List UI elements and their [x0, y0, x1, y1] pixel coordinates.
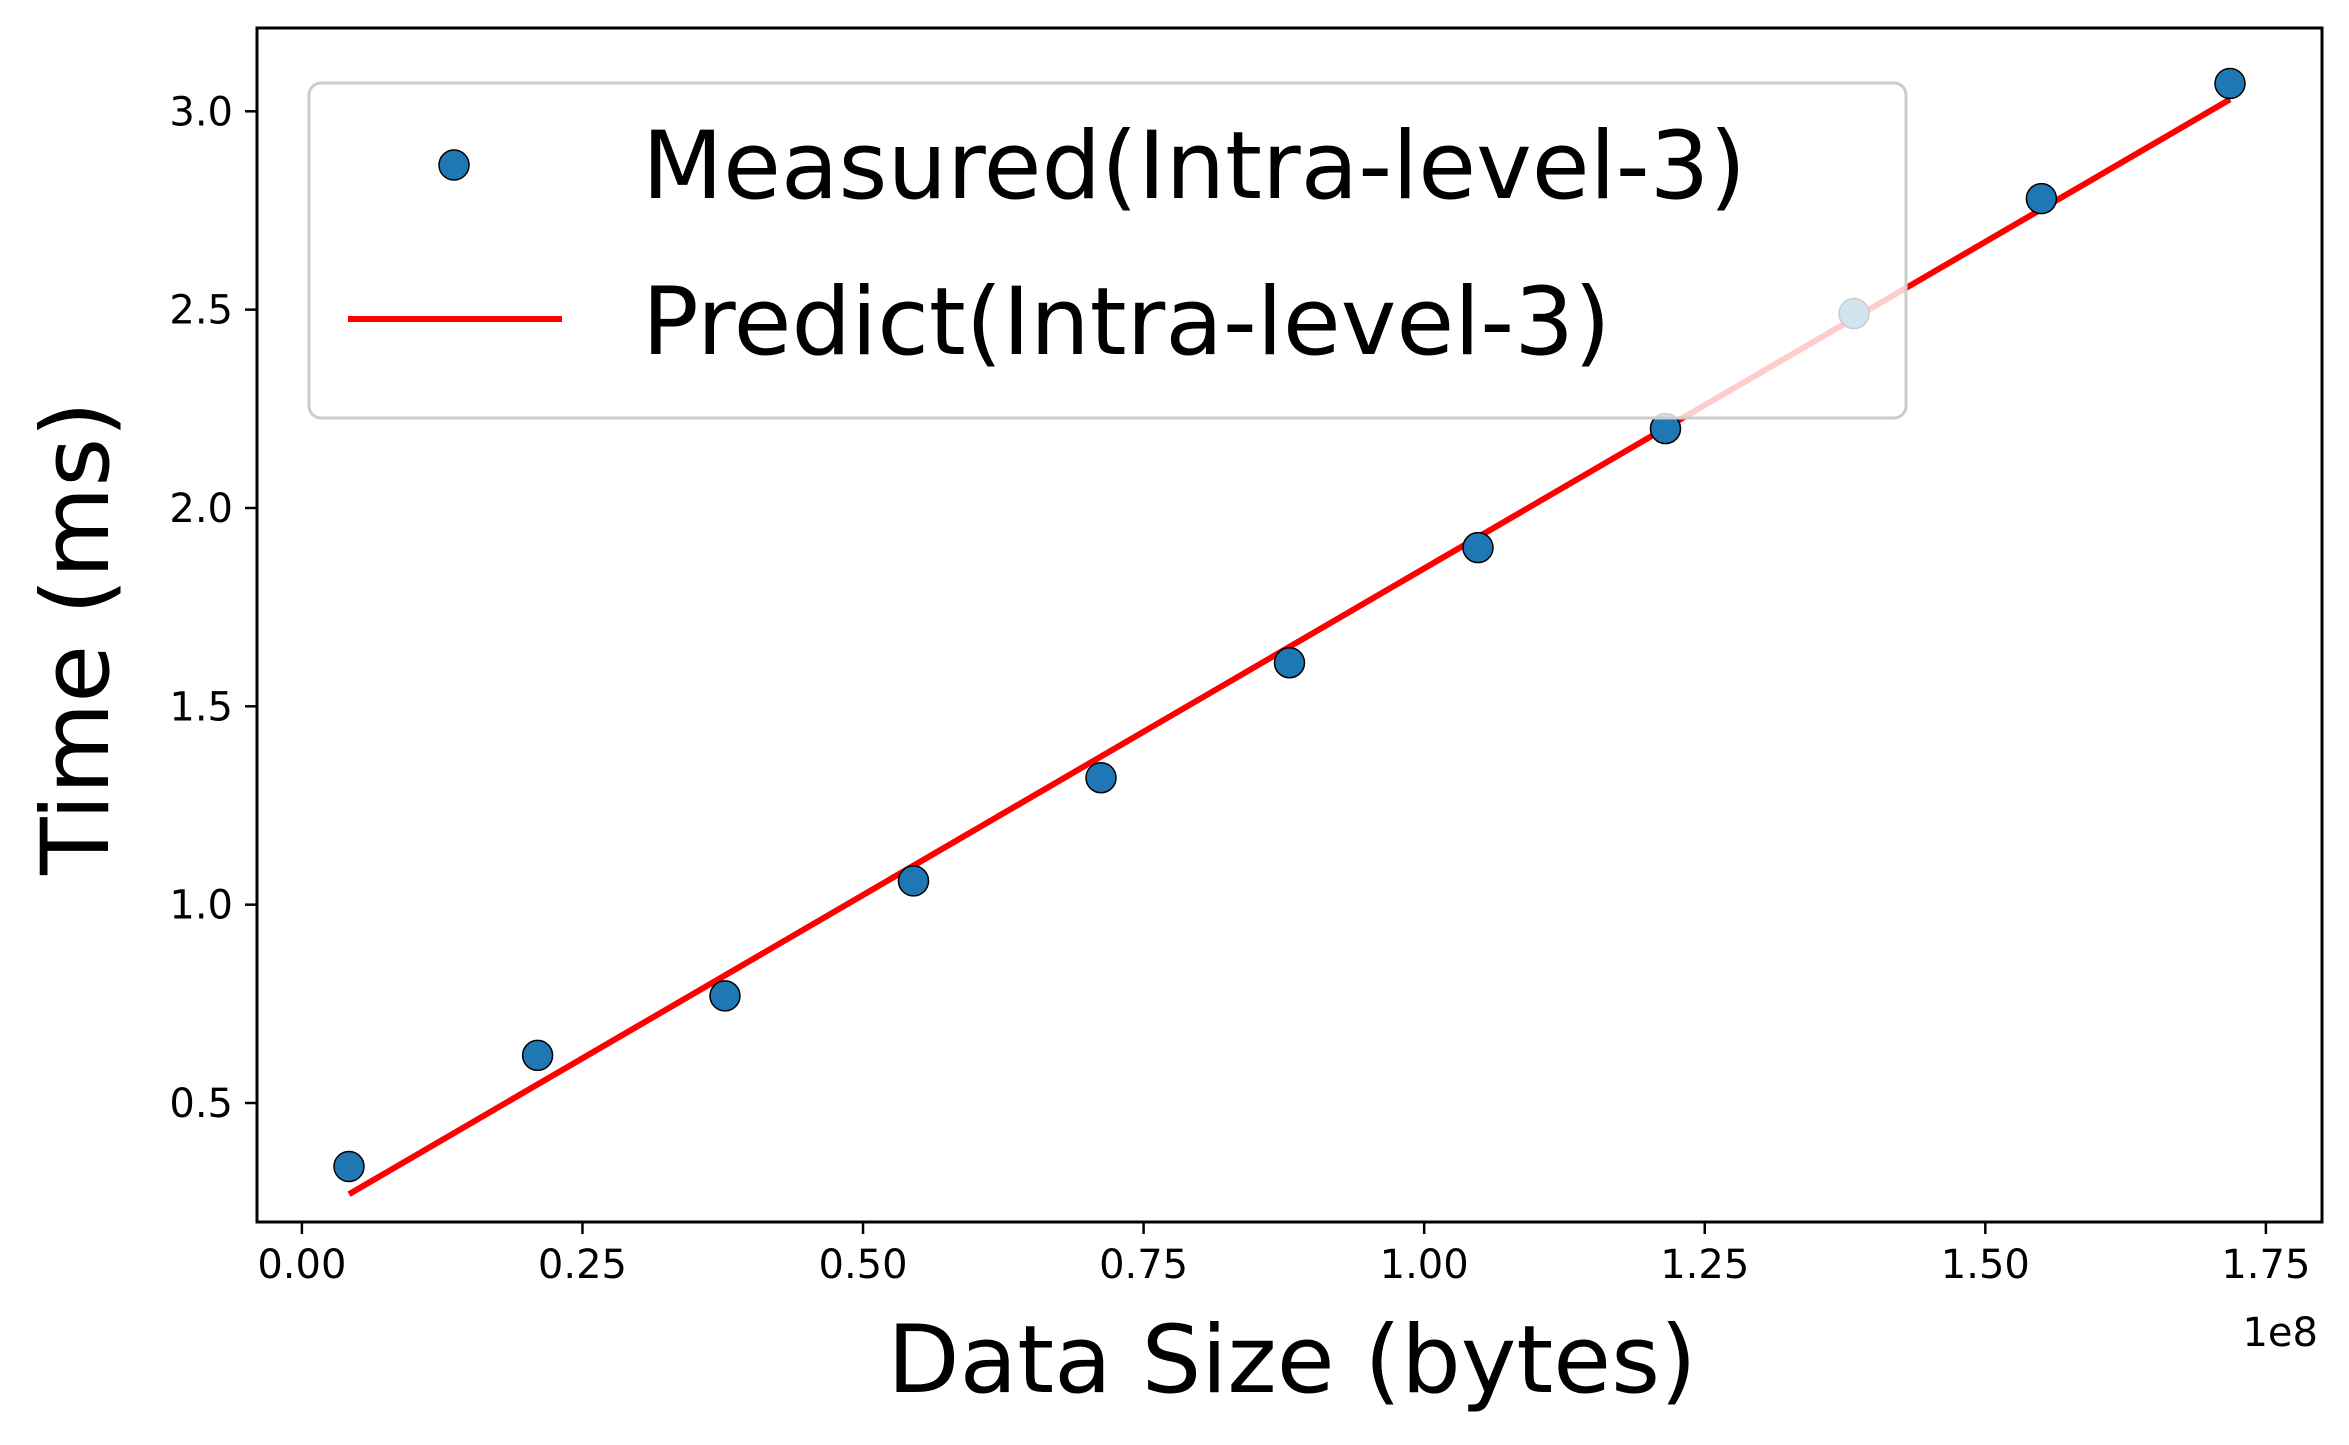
x-tick-label: 1.50 [1941, 1242, 2030, 1288]
measured-data-point [709, 980, 741, 1012]
x-axis-title: Data Size (bytes) [887, 1306, 1696, 1415]
legend-marker-measured [438, 149, 470, 181]
y-tick-label: 2.0 [169, 486, 233, 532]
predict-series-line [347, 96, 2232, 1197]
y-tick-label: 0.5 [169, 1081, 233, 1127]
x-tick-label: 0.00 [257, 1242, 346, 1288]
legend: Measured(Intra-level-3) Predict(Intra-lev… [307, 81, 1908, 420]
x-tick-label: 0.75 [1099, 1242, 1188, 1288]
y-tick-label: 1.0 [169, 883, 233, 929]
y-tick-label: 2.5 [169, 288, 233, 334]
measured-data-point [2025, 182, 2058, 215]
y-axis-title: Time (ms) [22, 401, 131, 876]
y-tick-label: 3.0 [169, 89, 233, 135]
measured-data-point [333, 1150, 365, 1183]
measured-data-point [1462, 531, 1494, 564]
axes-frame [255, 26, 2324, 1224]
x-tick-label: 1.25 [1660, 1242, 1749, 1288]
x-tick-label: 1.75 [2221, 1242, 2310, 1288]
x-tick-label: 0.50 [819, 1242, 908, 1288]
measured-data-point [1273, 646, 1306, 679]
x-tick-label: 0.25 [538, 1242, 627, 1288]
measured-data-point [521, 1039, 554, 1072]
axes: 0.00 0.25 0.50 0.75 1.00 1.25 1.50 1.75 0.5 1.0 1.… [169, 26, 2324, 1288]
legend-box [307, 81, 1908, 420]
measured-data-point [2214, 67, 2246, 100]
x-axis-offset-label: 1e8 [2242, 1310, 2318, 1356]
legend-label-measured: Measured(Intra-level-3) [642, 112, 1746, 221]
x-tick-label: 1.00 [1380, 1242, 1469, 1288]
plot-area [333, 67, 2246, 1197]
measured-data-point [1085, 761, 1117, 794]
legend-label-predict: Predict(Intra-level-3) [642, 268, 1611, 377]
y-tick-label: 1.5 [169, 684, 233, 730]
measured-data-point [897, 865, 930, 897]
